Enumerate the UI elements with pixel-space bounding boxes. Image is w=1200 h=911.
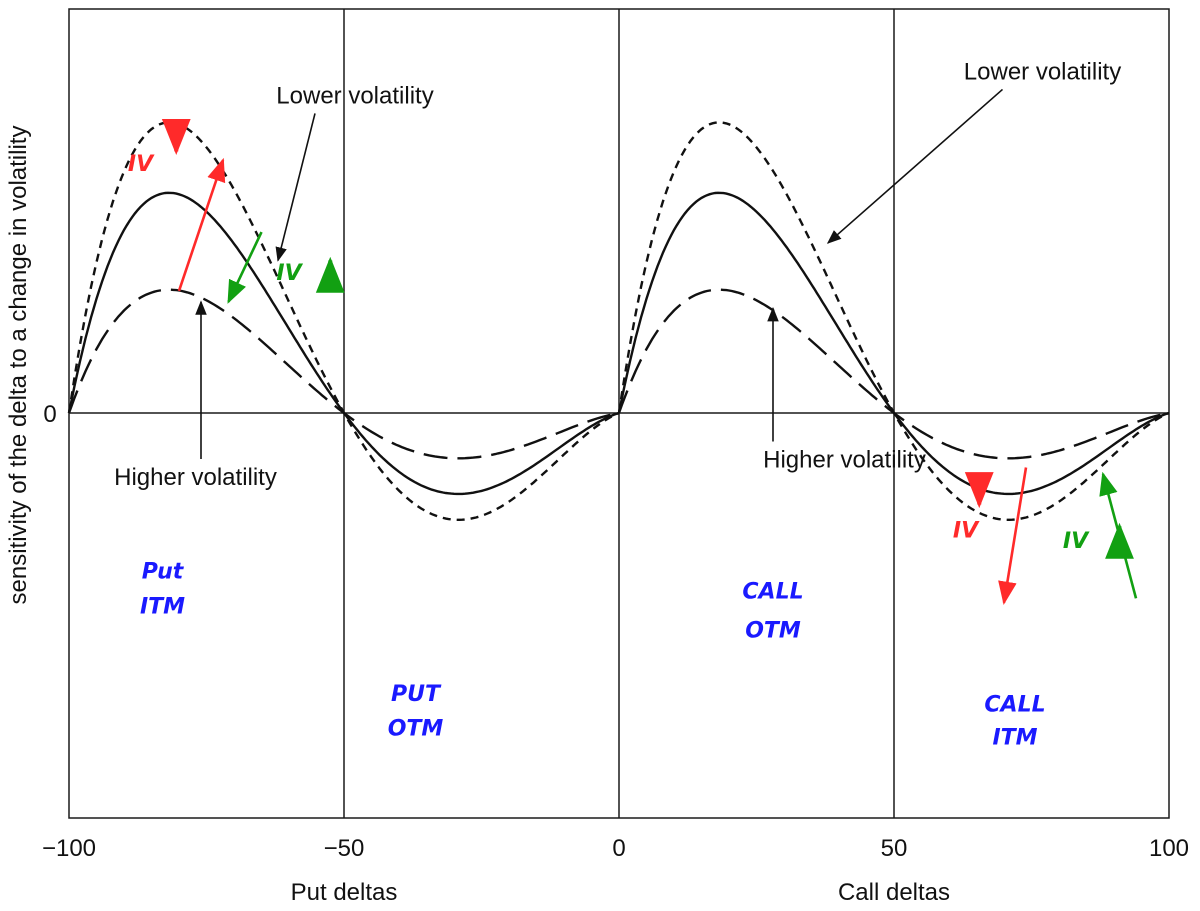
x-tick-label: 50 [881, 835, 908, 862]
handwritten-note: CALL [984, 693, 1045, 718]
handwritten-note: IV [1063, 529, 1090, 554]
hand-drawn-arrow [998, 467, 1028, 605]
annotation-label: Lower volatility [276, 82, 433, 109]
hand-drawn-arrow [177, 157, 226, 292]
handwritten-note: IV [953, 518, 980, 543]
annotation-label: Higher volatility [114, 464, 277, 491]
handwritten-note: PUT [391, 682, 442, 707]
handwritten-note: Put [142, 560, 185, 585]
handwritten-note: OTM [388, 717, 444, 742]
handwritten-note: IV [128, 152, 155, 177]
annotation-arrow [275, 113, 316, 262]
x-axis-label: Call deltas [838, 879, 950, 906]
x-axis-label: Put deltas [291, 879, 398, 906]
annotation-arrow [826, 88, 1004, 244]
y-zero-tick-label: 0 [43, 401, 56, 428]
annotation-label: Higher volatility [763, 447, 926, 474]
annotations: Lower volatility Lower volatility Higher v… [114, 58, 1138, 750]
curves [67, 121, 1170, 521]
x-tick-label: −100 [42, 835, 96, 862]
handwritten-note: ITM [992, 725, 1037, 750]
handwritten-note: CALL [742, 579, 803, 604]
handwritten-note: ITM [140, 595, 185, 620]
curve-dashed-put [67, 288, 620, 460]
annotation-label: Lower volatility [964, 58, 1121, 85]
curve-dashed-call [617, 288, 1170, 460]
x-tick-label: 0 [612, 835, 625, 862]
handwritten-note: IV [276, 261, 303, 286]
ticks: −100 −50 0 50 100 Put deltas Call deltas [42, 835, 1189, 906]
y-axis-label: sensitivity of the delta to a change in … [5, 126, 32, 605]
x-tick-label: 100 [1149, 835, 1189, 862]
x-tick-label: −50 [324, 835, 365, 862]
handwritten-note: OTM [745, 619, 801, 644]
hand-drawn-arrow [227, 231, 263, 304]
